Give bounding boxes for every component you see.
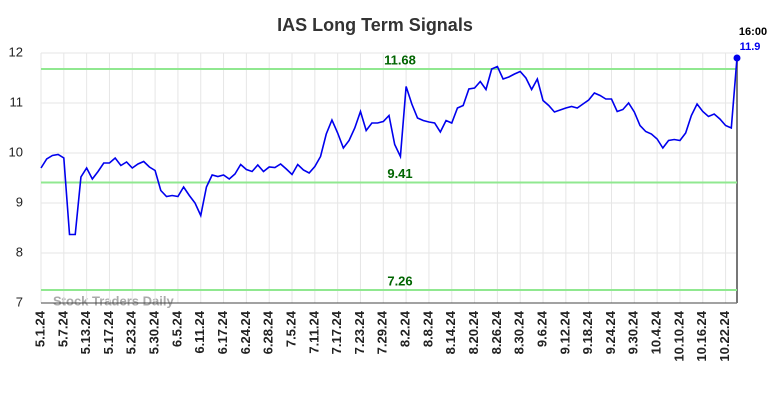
x-tick-label: 8.26.24 [489,310,504,354]
x-tick-label: 5.30.24 [147,310,162,354]
x-tick-label: 9.24.24 [603,310,618,354]
x-tick-label: 7.17.24 [329,310,344,354]
x-tick-label: 7.23.24 [352,310,367,354]
y-tick-label: 11 [10,94,24,109]
last-time-label: 16:00 [739,26,767,38]
x-tick-label: 8.2.24 [398,310,413,347]
x-tick-label: 5.23.24 [124,310,139,354]
x-tick-label: 5.1.24 [32,310,47,347]
watermark: Stock Traders Daily [53,293,174,308]
x-tick-label: 7.5.24 [283,310,298,347]
price-line [40,57,738,236]
last-value-label: 11.9 [740,41,761,53]
x-tick-label: 7.11.24 [306,310,321,353]
x-tick-label: 8.30.24 [512,310,527,354]
y-tick-label: 9 [16,194,23,209]
signal-label: 11.68 [384,52,416,67]
x-tick-label: 6.5.24 [169,310,184,347]
x-tick-label: 9.12.24 [557,310,572,354]
y-tick-label: 12 [9,44,23,59]
chart-title: IAS Long Term Signals [277,15,473,35]
signal-label: 7.26 [387,273,412,288]
x-tick-label: 5.17.24 [101,310,116,354]
x-tick-label: 6.28.24 [261,310,276,354]
x-tick-label: 9.6.24 [534,310,549,347]
x-tick-label: 6.24.24 [238,310,253,354]
x-tick-label: 6.17.24 [215,310,230,354]
x-tick-label: 7.29.24 [375,310,390,354]
y-tick-label: 10 [9,144,23,159]
signal-label: 9.41 [387,166,412,181]
x-tick-label: 8.14.24 [443,310,458,354]
x-tick-label: 10.22.24 [717,310,732,361]
last-point [733,54,741,62]
x-tick-label: 8.8.24 [420,310,435,347]
x-tick-label: 6.11.24 [192,310,207,353]
x-tick-label: 5.7.24 [55,310,70,347]
x-tick-label: 8.20.24 [466,310,481,354]
x-tick-label: 10.10.24 [671,310,686,361]
y-tick-label: 8 [16,244,23,259]
x-tick-label: 10.4.24 [649,310,664,354]
x-tick-label: 9.30.24 [626,310,641,354]
x-tick-label: 5.13.24 [78,310,93,354]
x-tick-label: 10.16.24 [694,310,709,361]
x-tick-label: 9.18.24 [580,310,595,354]
y-tick-label: 7 [16,294,23,309]
